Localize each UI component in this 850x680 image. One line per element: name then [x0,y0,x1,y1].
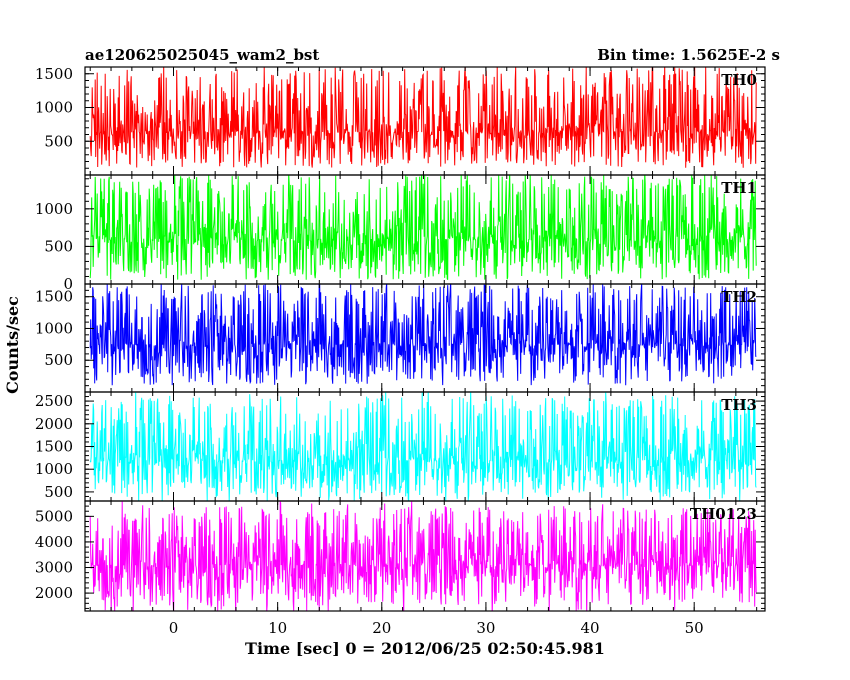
y-tick-label: 1500 [35,438,73,456]
y-tick-label: 2000 [35,415,73,433]
y-tick-label: 500 [44,132,73,150]
bin-time-label: Bin time: 1.5625E-2 s [597,46,780,64]
y-tick-label: 1000 [35,200,73,218]
x-tick-label: 30 [476,619,495,637]
y-tick-label: 3000 [35,559,73,577]
panels: TH050010001500TH105001000TH250010001500T… [35,65,766,637]
y-tick-label: 500 [44,237,73,255]
series-TH0 [89,67,757,168]
panel-label-TH3: TH3 [721,396,757,414]
y-tick-label: 1000 [35,319,73,337]
x-tick-label: 40 [581,619,600,637]
series-TH0123 [89,501,757,611]
x-tick-label: 0 [169,619,179,637]
x-tick-label: 20 [372,619,391,637]
y-tick-label: 5000 [35,507,73,525]
panel-label-TH0123: TH0123 [690,505,757,523]
y-axis-label: Counts/sec [3,296,22,394]
y-tick-label: 2000 [35,584,73,602]
x-tick-label: 10 [268,619,287,637]
panel-label-TH1: TH1 [721,179,757,197]
y-tick-label: 4000 [35,533,73,551]
x-tick-label: 50 [685,619,704,637]
series-TH3 [89,392,757,501]
y-tick-label: 1000 [35,460,73,478]
y-tick-label: 500 [44,351,73,369]
y-tick-label: 1500 [35,65,73,83]
chart-title: ae120625025045_wam2_bst [85,46,319,64]
y-tick-label: 1000 [35,99,73,117]
y-tick-label: 500 [44,483,73,501]
panel-label-TH2: TH2 [721,288,757,306]
panel-label-TH0: TH0 [721,71,757,89]
series-TH1 [89,175,757,281]
y-tick-label: 0 [63,275,73,293]
y-tick-label: 1500 [35,288,73,306]
y-tick-label: 2500 [35,392,73,410]
panel-frame-TH0123 [84,500,766,612]
series-TH2 [89,284,757,386]
x-axis-label: Time [sec] 0 = 2012/06/25 02:50:45.981 [245,639,605,658]
